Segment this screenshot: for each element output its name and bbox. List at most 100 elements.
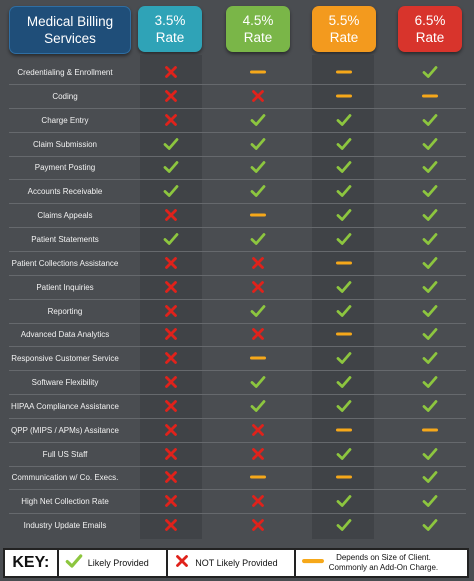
x-icon <box>165 424 177 436</box>
check-icon <box>422 471 438 483</box>
row-label: High Net Collection Rate <box>21 496 109 506</box>
mark-cell <box>320 203 368 227</box>
x-icon <box>174 553 190 574</box>
check-icon <box>422 161 438 173</box>
mark-cell <box>406 60 454 84</box>
check-icon <box>163 233 179 245</box>
check-icon <box>422 138 438 150</box>
mark-cell <box>406 370 454 394</box>
row-label: Responsive Customer Service <box>11 353 119 363</box>
row-label: Communication w/ Co. Execs. <box>11 472 119 482</box>
x-icon <box>165 114 177 126</box>
mark-cell <box>406 394 454 418</box>
mark-cell <box>234 322 282 346</box>
check-icon <box>163 138 179 150</box>
check-icon <box>336 281 352 293</box>
row-label: Patient Statements <box>31 234 99 244</box>
mark-cell <box>406 155 454 179</box>
key-x-text: NOT Likely Provided <box>195 558 278 568</box>
row-divider <box>9 299 466 300</box>
mark-cell <box>234 442 282 466</box>
row-divider <box>9 394 466 395</box>
mark-cell <box>320 155 368 179</box>
comparison-row: Claim Submission <box>0 132 474 156</box>
mark-cell <box>406 108 454 132</box>
x-icon <box>165 328 177 340</box>
mark-cell <box>147 442 195 466</box>
check-icon <box>422 352 438 364</box>
row-label: Payment Posting <box>34 162 96 172</box>
rate-header-4-5: 4.5% Rate <box>226 6 290 52</box>
check-icon <box>250 161 266 173</box>
key-title: KEY: <box>5 550 59 576</box>
mark-cell <box>234 370 282 394</box>
row-divider <box>9 418 466 419</box>
x-icon <box>165 66 177 78</box>
mark-cell <box>406 346 454 370</box>
dash-icon <box>336 332 352 336</box>
key-dash-line1: Depends on Size of Client. <box>336 553 431 562</box>
key-dash-text: Depends on Size of Client. Commonly an A… <box>329 553 438 573</box>
mark-cell <box>320 227 368 251</box>
mark-cell <box>147 132 195 156</box>
mark-cell <box>234 465 282 489</box>
rate-header-word: Rate <box>415 30 445 45</box>
check-icon <box>422 448 438 460</box>
rate-header-pct: 3.5% <box>154 13 186 28</box>
row-divider <box>9 323 466 324</box>
column-band <box>140 55 202 539</box>
check-icon <box>422 185 438 197</box>
row-divider <box>9 346 466 347</box>
legend-key: KEY: Likely Provided NOT Likely Provided… <box>3 548 469 578</box>
mark-cell <box>406 251 454 275</box>
check-icon <box>336 495 352 507</box>
mark-cell <box>147 489 195 513</box>
mark-cell <box>320 299 368 323</box>
row-label: Charge Entry <box>41 115 89 125</box>
rate-header-6-5: 6.5% Rate <box>398 6 462 52</box>
check-icon <box>422 66 438 78</box>
dash-icon <box>250 475 266 479</box>
mark-cell <box>147 108 195 132</box>
rate-header-word: Rate <box>329 30 359 45</box>
check-icon <box>163 161 179 173</box>
row-divider <box>9 251 466 252</box>
comparison-row: Patient Collections Assistance <box>0 251 474 275</box>
check-icon <box>422 233 438 245</box>
comparison-row: High Net Collection Rate <box>0 489 474 513</box>
check-icon <box>250 233 266 245</box>
row-divider <box>9 489 466 490</box>
key-dash-item: Depends on Size of Client. Commonly an A… <box>296 550 467 576</box>
mark-cell <box>234 251 282 275</box>
mark-cell <box>320 346 368 370</box>
mark-cell <box>234 489 282 513</box>
comparison-row: Claims Appeals <box>0 203 474 227</box>
check-icon <box>422 305 438 317</box>
mark-cell <box>406 299 454 323</box>
row-label: Patient Inquiries <box>36 282 94 292</box>
check-icon <box>336 233 352 245</box>
mark-cell <box>234 394 282 418</box>
row-divider <box>9 466 466 467</box>
dash-icon <box>336 70 352 74</box>
mark-cell <box>234 132 282 156</box>
mark-cell <box>234 346 282 370</box>
mark-cell <box>406 465 454 489</box>
x-icon <box>165 376 177 388</box>
comparison-row: Responsive Customer Service <box>0 346 474 370</box>
mark-cell <box>320 489 368 513</box>
x-icon <box>165 519 177 531</box>
mark-cell <box>406 179 454 203</box>
mark-cell <box>320 370 368 394</box>
mark-cell <box>406 322 454 346</box>
check-icon <box>250 185 266 197</box>
rate-header-pct: 6.5% <box>414 13 446 28</box>
mark-cell <box>147 275 195 299</box>
rate-header-pct: 5.5% <box>328 13 360 28</box>
x-icon <box>165 305 177 317</box>
mark-cell <box>234 108 282 132</box>
row-label: Software Flexibility <box>31 377 99 387</box>
comparison-row: Communication w/ Co. Execs. <box>0 465 474 489</box>
dash-icon <box>422 428 438 432</box>
mark-cell <box>406 132 454 156</box>
